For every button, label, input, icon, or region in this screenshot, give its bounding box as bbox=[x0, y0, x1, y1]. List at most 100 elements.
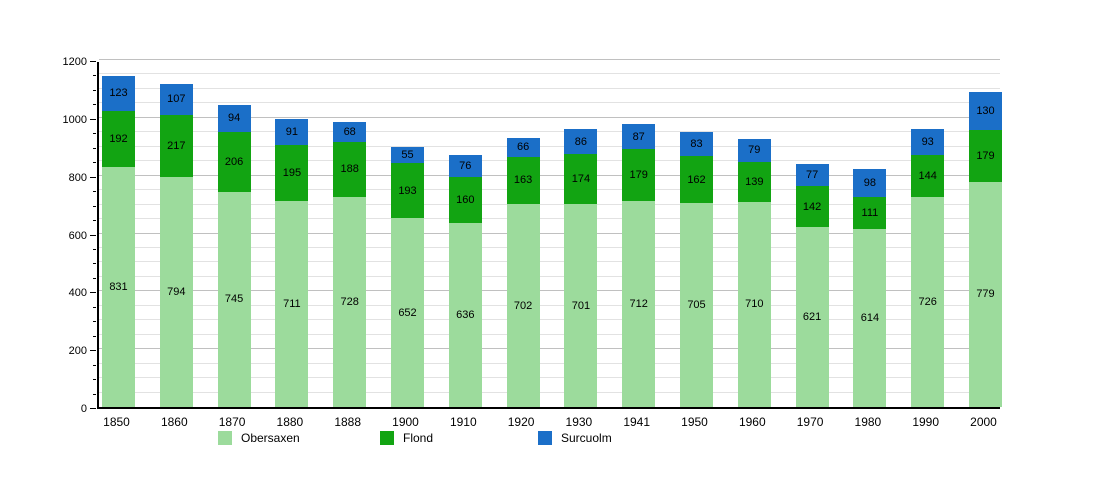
legend-label: Surcuolm bbox=[561, 431, 612, 445]
legend-label: Obersaxen bbox=[241, 431, 300, 445]
legend-swatch-flond bbox=[380, 431, 394, 445]
legend-item-flond: Flond bbox=[380, 430, 433, 446]
bar-segment-surcuolm-1900: 55 bbox=[391, 146, 424, 163]
bar-segment-surcuolm-1980: 98 bbox=[853, 169, 887, 198]
gridline-minor bbox=[99, 261, 1000, 263]
bar-segment-surcuolm-1970: 77 bbox=[795, 164, 829, 187]
bar-value-label: 107 bbox=[167, 93, 186, 106]
bar-segment-surcuolm-1950: 83 bbox=[680, 132, 713, 157]
bar-value-label: 195 bbox=[282, 167, 302, 180]
y-axis-tick bbox=[90, 234, 96, 236]
bar-segment-flond-1970: 142 bbox=[795, 186, 829, 228]
gridline-minor bbox=[99, 275, 1000, 277]
bar-value-label: 193 bbox=[398, 184, 417, 197]
gridline-minor bbox=[99, 102, 1000, 104]
bar-value-label: 83 bbox=[690, 138, 703, 151]
bar-value-label: 174 bbox=[571, 173, 591, 186]
bar-value-label: 636 bbox=[456, 309, 475, 322]
x-tick-label: 1870 bbox=[218, 415, 246, 429]
bar-segment-obersaxen-1980: 614 bbox=[853, 229, 887, 407]
bar-value-label: 701 bbox=[571, 299, 591, 312]
bar-value-label: 86 bbox=[574, 135, 588, 148]
y-axis-tick bbox=[93, 104, 96, 106]
bar-value-label: 66 bbox=[516, 141, 530, 154]
bar-value-label: 711 bbox=[283, 298, 301, 311]
y-axis-tick bbox=[93, 248, 96, 250]
y-axis-tick bbox=[93, 364, 96, 366]
bar-value-label: 91 bbox=[285, 125, 299, 138]
bar-segment-obersaxen-1950: 705 bbox=[680, 203, 713, 407]
y-axis-tick bbox=[90, 292, 96, 294]
gridline-major bbox=[99, 232, 1000, 234]
y-axis-tick bbox=[90, 350, 96, 352]
bar-value-label: 55 bbox=[401, 148, 414, 161]
gridline-minor bbox=[99, 160, 1000, 162]
bar-value-label: 139 bbox=[745, 175, 764, 188]
y-axis-tick bbox=[93, 147, 96, 149]
y-axis-tick bbox=[93, 393, 96, 395]
bar-segment-surcuolm-1870: 94 bbox=[217, 104, 251, 133]
bar-value-label: 702 bbox=[513, 299, 533, 312]
y-axis-tick bbox=[93, 306, 96, 308]
bar-segment-obersaxen-1941: 712 bbox=[622, 201, 656, 407]
bar-value-label: 217 bbox=[167, 140, 186, 153]
bar-value-label: 794 bbox=[167, 286, 186, 299]
bar-segment-obersaxen-1850: 831 bbox=[102, 166, 135, 407]
y-axis-tick bbox=[93, 277, 96, 279]
bar-value-label: 130 bbox=[976, 105, 995, 118]
x-tick-label: 1950 bbox=[681, 415, 708, 429]
bar-value-label: 726 bbox=[918, 296, 937, 309]
gridline-major bbox=[99, 116, 1000, 118]
bar-value-label: 162 bbox=[687, 173, 706, 186]
bar-segment-obersaxen-1870: 745 bbox=[217, 191, 251, 407]
bar-segment-obersaxen-1860: 794 bbox=[159, 177, 193, 407]
bar-value-label: 179 bbox=[629, 169, 648, 182]
bar-segment-surcuolm-1888: 68 bbox=[333, 122, 367, 143]
y-axis-tick bbox=[93, 162, 96, 164]
gridline-minor bbox=[99, 319, 1000, 321]
gridline-major bbox=[99, 174, 1000, 176]
bar-segment-surcuolm-1920: 66 bbox=[506, 137, 540, 157]
bar-segment-flond-1850: 192 bbox=[102, 111, 135, 167]
y-tick-label: 400 bbox=[68, 287, 87, 300]
gridline-minor bbox=[99, 246, 1000, 248]
bar-segment-flond-1860: 217 bbox=[159, 114, 193, 178]
x-tick-label: 1990 bbox=[912, 415, 940, 429]
bar-segment-surcuolm-1960: 79 bbox=[737, 138, 771, 162]
y-axis-tick bbox=[93, 220, 96, 222]
chart-legend: Obersaxen Flond Surcuolm bbox=[0, 430, 1100, 450]
bar-value-label: 160 bbox=[456, 193, 475, 206]
bar-segment-surcuolm-1930: 86 bbox=[564, 129, 598, 154]
bar-value-label: 710 bbox=[745, 298, 764, 311]
bar-value-label: 188 bbox=[340, 163, 359, 176]
bar-segment-flond-1960: 139 bbox=[737, 161, 771, 202]
bar-value-label: 779 bbox=[976, 288, 995, 301]
bar-segment-flond-1870: 206 bbox=[217, 132, 251, 192]
gridline-minor bbox=[99, 362, 1000, 364]
x-tick-label: 1888 bbox=[334, 415, 362, 429]
x-tick-label: 1910 bbox=[449, 415, 477, 429]
x-tick-label: 1920 bbox=[507, 415, 535, 429]
bar-value-label: 712 bbox=[629, 298, 648, 311]
bar-value-label: 206 bbox=[224, 155, 244, 168]
bar-segment-surcuolm-1910: 76 bbox=[448, 154, 482, 177]
bar-value-label: 142 bbox=[802, 200, 822, 213]
bar-segment-flond-1920: 163 bbox=[506, 156, 540, 205]
x-tick-label: 1960 bbox=[738, 415, 766, 429]
bar-value-label: 179 bbox=[976, 149, 995, 162]
bar-segment-obersaxen-1930: 701 bbox=[564, 204, 598, 407]
bar-segment-surcuolm-1990: 93 bbox=[911, 128, 945, 156]
bar-segment-flond-1900: 193 bbox=[391, 162, 424, 219]
x-tick-label: 1941 bbox=[623, 415, 651, 429]
x-tick-label: 1900 bbox=[392, 415, 419, 429]
x-tick-label: 1880 bbox=[276, 415, 304, 429]
bar-value-label: 87 bbox=[632, 130, 645, 143]
bar-segment-surcuolm-2000: 130 bbox=[969, 92, 1002, 130]
y-tick-label: 200 bbox=[68, 345, 87, 358]
bar-value-label: 728 bbox=[340, 295, 359, 308]
y-tick-label: 1000 bbox=[62, 113, 87, 126]
bar-segment-obersaxen-1920: 702 bbox=[506, 204, 540, 407]
bar-segment-surcuolm-1880: 91 bbox=[275, 118, 309, 146]
gridline-minor bbox=[99, 131, 1000, 133]
x-tick-label: 1850 bbox=[103, 415, 130, 429]
